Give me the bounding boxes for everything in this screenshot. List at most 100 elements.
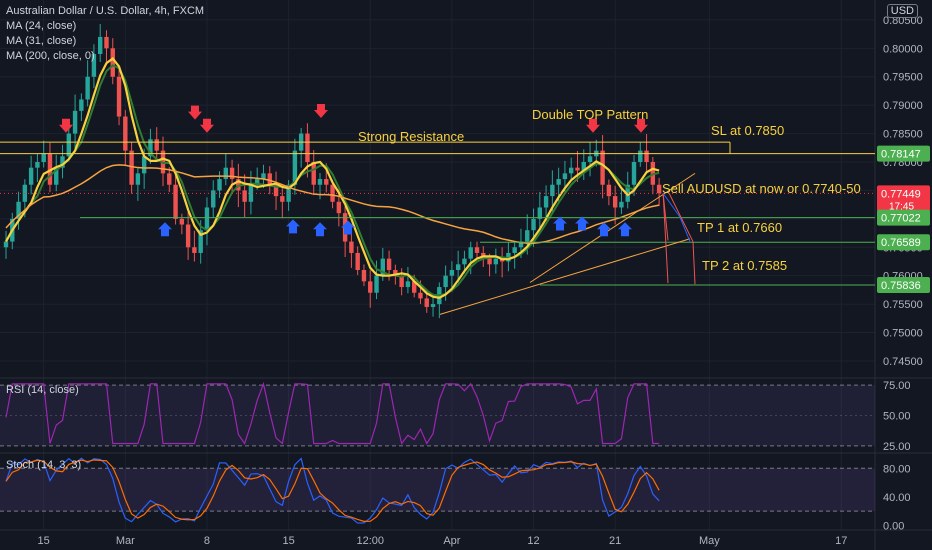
rsi-line — [5, 381, 660, 445]
candle-body — [644, 150, 649, 162]
candle-body — [443, 275, 448, 288]
stoch-d-line — [5, 459, 660, 522]
price-tag — [877, 145, 930, 162]
candle-body — [361, 270, 367, 282]
candle-body — [374, 275, 379, 293]
price-axis-label: 0.80000 — [883, 43, 923, 55]
price-axis-label: 0.74500 — [883, 356, 923, 368]
sl-label: SL at 0.7850 — [711, 123, 784, 138]
price-tag-label: 0.77022 — [881, 213, 921, 225]
candle-body — [386, 258, 392, 270]
candle-body — [185, 224, 191, 248]
candle-body — [41, 153, 46, 162]
projection-line-tp2 — [662, 193, 669, 284]
candle-body — [116, 76, 122, 117]
candle-body — [141, 156, 147, 174]
candle-body — [280, 196, 285, 202]
candle-body — [3, 241, 9, 248]
candle-body — [512, 247, 517, 253]
candle-body — [135, 173, 141, 185]
candle-body — [66, 133, 71, 157]
candle-body — [543, 196, 549, 208]
stoch-axis-label: 40.00 — [883, 492, 911, 504]
buy-arrow-icon — [313, 222, 327, 237]
trendline-upper — [529, 172, 696, 283]
time-axis-label: 12:00 — [356, 535, 384, 547]
candle-body — [154, 139, 159, 151]
ma200-legend: MA (200, close, 0) — [6, 50, 95, 62]
candle-body — [211, 190, 216, 208]
sell-arrow-icon — [314, 103, 328, 118]
candle-body — [54, 167, 59, 185]
candle-body — [537, 207, 542, 219]
candle-body — [336, 201, 342, 214]
candle-body — [581, 162, 586, 171]
price-tag — [877, 209, 930, 226]
candle-body — [179, 218, 185, 225]
candle-body — [223, 167, 228, 180]
candle-body — [261, 173, 266, 180]
tp1-label: TP 1 at 0.7660 — [697, 220, 782, 235]
time-axis-label: 17 — [835, 535, 847, 547]
price-axis-label: 0.78500 — [883, 129, 923, 141]
candle-body — [656, 184, 662, 194]
candle-body — [204, 207, 210, 231]
candle-body — [217, 179, 222, 191]
time-axis-label: 15 — [38, 535, 50, 547]
candle-body — [129, 150, 134, 185]
stoch-axis-label: 0.00 — [883, 520, 904, 532]
candle-body — [72, 110, 78, 134]
rsi-legend: RSI (14, close) — [6, 384, 79, 396]
candle-body — [518, 241, 524, 248]
candle-body — [619, 201, 624, 208]
candle-body — [569, 167, 574, 174]
sell-arrow-icon — [586, 118, 600, 133]
candle-body — [631, 162, 637, 185]
strong-resistance-label: Strong Resistance — [358, 129, 464, 144]
candle-body — [412, 281, 417, 293]
candle-body — [474, 247, 480, 253]
price-axis-label: 0.75000 — [883, 328, 923, 340]
sell-arrow-icon — [188, 105, 202, 120]
candle-body — [85, 76, 90, 100]
candle-body — [123, 116, 128, 151]
candle-body — [317, 179, 323, 185]
candle-body — [173, 184, 178, 219]
price-axis-label: 0.79000 — [883, 100, 923, 112]
candle-body — [267, 173, 272, 185]
candle-body — [430, 304, 436, 307]
candle-body — [418, 292, 423, 299]
buy-arrow-icon — [597, 222, 611, 237]
candle-body — [462, 258, 467, 265]
time-axis-label: Mar — [116, 535, 135, 547]
buy-arrow-icon — [341, 220, 355, 235]
currency-badge[interactable]: USD — [886, 4, 918, 18]
candle-body — [405, 281, 411, 288]
candle-body — [98, 36, 103, 54]
candle-body — [16, 201, 21, 219]
chart-legend: Australian Dollar / U.S. Dollar, 4h, FXC… — [6, 4, 204, 64]
time-axis-label: 21 — [609, 535, 621, 547]
sell-arrow-icon — [59, 118, 73, 133]
candle-body — [47, 153, 53, 185]
sell-arrow-icon — [200, 118, 214, 133]
time-axis-label: May — [699, 535, 720, 547]
tp2-label: TP 2 at 0.7585 — [702, 258, 787, 273]
candle-body — [35, 162, 40, 168]
candle-body — [493, 258, 499, 265]
candle-body — [198, 230, 203, 253]
ma31-legend: MA (31, close) — [6, 35, 77, 47]
price-tag — [877, 277, 930, 294]
candle-body — [424, 298, 429, 307]
candle-body — [110, 48, 115, 77]
candle-body — [612, 196, 618, 208]
candle-body — [449, 270, 455, 276]
buy-arrow-icon — [553, 216, 567, 231]
candle-body — [305, 133, 310, 162]
candle-body — [229, 167, 235, 180]
ma200-line — [5, 164, 660, 244]
stoch-axis-label: 80.00 — [883, 463, 911, 475]
price-axis-label: 0.79500 — [883, 72, 923, 84]
projection-path-2 — [668, 193, 696, 285]
